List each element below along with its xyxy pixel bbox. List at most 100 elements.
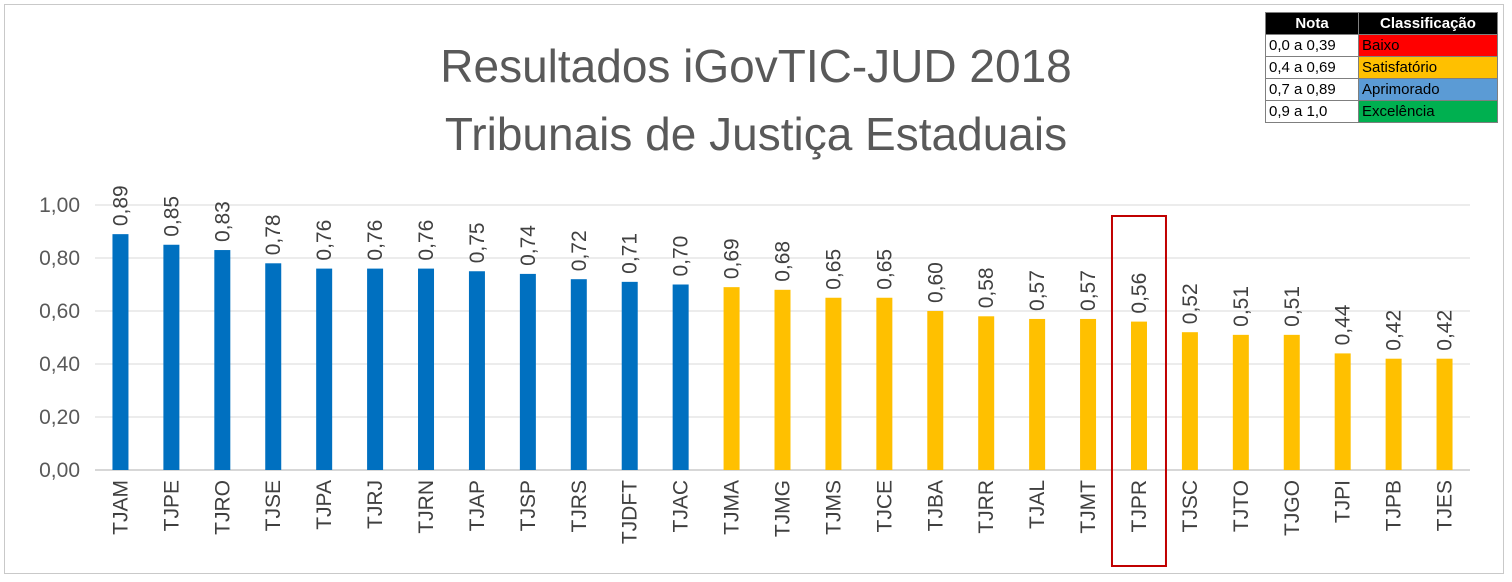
value-label: 0,76 xyxy=(415,220,438,261)
bar xyxy=(265,263,282,470)
value-label: 0,42 xyxy=(1434,310,1457,351)
bar xyxy=(367,268,384,470)
legend-label: Excelência xyxy=(1358,100,1498,123)
bar xyxy=(1080,318,1097,470)
value-label: 0,57 xyxy=(1077,270,1100,311)
highlight-box xyxy=(1110,215,1167,567)
value-label: 0,51 xyxy=(1230,286,1253,327)
bar xyxy=(876,297,893,470)
category-label: TJAL xyxy=(1026,480,1049,529)
category-label: TJGO xyxy=(1281,480,1304,536)
category-label: TJPA xyxy=(313,480,336,530)
bar xyxy=(570,279,587,470)
category-label: TJCE xyxy=(873,480,896,533)
value-label: 0,75 xyxy=(466,222,489,263)
value-labels: 0,89 0,85 0,83 0,78 0,76 0,76 0,76 0,75 0,74 0,72… xyxy=(109,185,1456,350)
bar xyxy=(316,268,333,470)
y-axis-ticks: 0,00 0,20 0,40 0,60 0,80 1,00 xyxy=(39,194,80,482)
category-label: TJPR xyxy=(1128,480,1151,533)
bar xyxy=(1130,321,1147,470)
bar xyxy=(774,289,791,470)
legend-table: Nota Classificação 0,0 a 0,39 Baixo 0,4 … xyxy=(1265,12,1498,123)
chart-frame xyxy=(4,4,1504,574)
bar xyxy=(927,311,944,470)
value-label: 0,56 xyxy=(1128,273,1151,314)
bar xyxy=(1029,318,1046,470)
category-label: TJRS xyxy=(568,480,591,533)
category-label: TJMT xyxy=(1077,480,1100,534)
bar xyxy=(163,244,180,470)
value-label: 0,52 xyxy=(1179,283,1202,324)
category-label: TJMA xyxy=(721,480,744,535)
y-tick-label: 0,60 xyxy=(39,300,80,323)
category-label: TJES xyxy=(1434,480,1457,531)
category-label: TJRJ xyxy=(364,480,387,529)
value-label: 0,89 xyxy=(109,185,132,226)
bar xyxy=(468,271,485,470)
bar xyxy=(112,234,129,470)
category-label: TJDFT xyxy=(619,480,642,544)
legend-label: Aprimorado xyxy=(1358,78,1498,101)
value-label: 0,76 xyxy=(313,220,336,261)
category-label: TJRN xyxy=(415,480,438,534)
value-label: 0,65 xyxy=(873,249,896,290)
bar xyxy=(825,297,842,470)
y-tick-label: 1,00 xyxy=(39,194,80,217)
category-label: TJBA xyxy=(924,480,947,531)
value-label: 0,44 xyxy=(1332,304,1355,345)
legend-row: 0,0 a 0,39 Baixo xyxy=(1265,34,1498,57)
category-label: TJPE xyxy=(160,480,183,531)
bars xyxy=(112,234,1453,470)
bar xyxy=(1436,358,1453,470)
category-label: TJSE xyxy=(262,480,285,531)
value-label: 0,58 xyxy=(975,267,998,308)
value-label: 0,51 xyxy=(1281,286,1304,327)
legend-header-classificacao: Classificação xyxy=(1358,12,1498,35)
y-tick-label: 0,40 xyxy=(39,353,80,376)
category-label: TJRR xyxy=(975,480,998,534)
legend-row: 0,4 a 0,69 Satisfatório xyxy=(1265,56,1498,79)
legend-range: 0,7 a 0,89 xyxy=(1265,78,1359,101)
bar xyxy=(1283,334,1300,470)
bar xyxy=(672,284,689,470)
category-label: TJAP xyxy=(466,480,489,531)
bar xyxy=(418,268,435,470)
y-tick-label: 0,80 xyxy=(39,247,80,270)
category-labels: TJAM TJPE TJRO TJSE TJPA TJRJ TJRN TJAP TJSP TJRS… xyxy=(109,480,1456,544)
bar xyxy=(978,316,995,470)
value-label: 0,42 xyxy=(1383,310,1406,351)
legend-range: 0,4 a 0,69 xyxy=(1265,56,1359,79)
value-label: 0,70 xyxy=(670,236,693,277)
value-label: 0,68 xyxy=(772,241,795,282)
chart-title-line-2: Tribunais de Justiça Estaduais xyxy=(445,108,1067,160)
value-label: 0,83 xyxy=(211,201,234,242)
bar xyxy=(1232,334,1249,470)
bar xyxy=(214,250,231,470)
category-label: TJRO xyxy=(211,480,234,535)
bar xyxy=(723,287,740,470)
value-label: 0,72 xyxy=(568,230,591,271)
bar xyxy=(621,281,638,470)
legend-header-row: Nota Classificação xyxy=(1265,12,1498,35)
legend-range: 0,9 a 1,0 xyxy=(1265,100,1359,123)
value-label: 0,76 xyxy=(364,220,387,261)
bar xyxy=(1385,358,1402,470)
legend-row: 0,7 a 0,89 Aprimorado xyxy=(1265,78,1498,101)
legend-header-nota: Nota xyxy=(1265,12,1359,35)
category-label: TJSC xyxy=(1179,480,1202,533)
value-label: 0,71 xyxy=(619,233,642,274)
category-label: TJMG xyxy=(772,480,795,537)
y-tick-label: 0,00 xyxy=(39,459,80,482)
value-label: 0,85 xyxy=(160,196,183,237)
value-label: 0,65 xyxy=(822,249,845,290)
legend-row: 0,9 a 1,0 Excelência xyxy=(1265,100,1498,123)
category-label: TJTO xyxy=(1230,480,1253,532)
y-tick-label: 0,20 xyxy=(39,406,80,429)
bar xyxy=(1181,332,1198,470)
category-label: TJPB xyxy=(1383,480,1406,531)
category-label: TJMS xyxy=(822,480,845,535)
value-label: 0,69 xyxy=(721,238,744,279)
category-label: TJSP xyxy=(517,480,540,531)
value-label: 0,74 xyxy=(517,225,540,266)
